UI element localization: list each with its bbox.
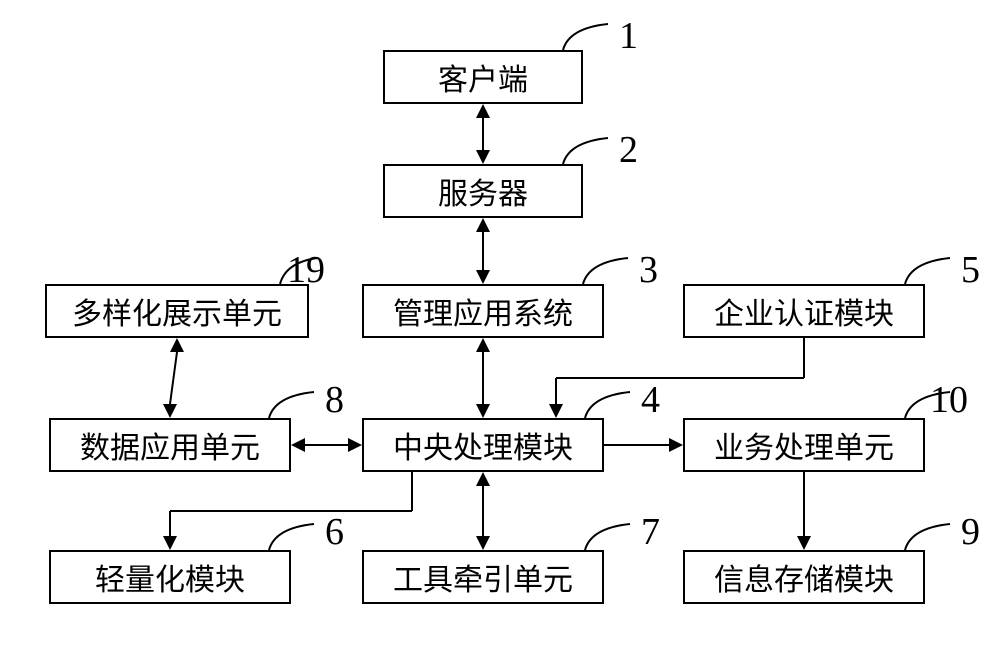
node-n6: 轻量化模块 [49,550,291,604]
node-label-n7: 工具牵引单元 [393,555,573,599]
node-n5: 企业认证模块 [683,284,925,338]
callout-n1: 1 [619,14,638,58]
node-n2: 服务器 [383,164,583,218]
node-n4: 中央处理模块 [362,418,604,472]
node-label-n9: 信息存储模块 [714,555,894,599]
node-label-n1: 客户端 [438,55,528,99]
node-label-n19: 多样化展示单元 [72,289,282,333]
node-n3: 管理应用系统 [362,284,604,338]
node-n10: 业务处理单元 [683,418,925,472]
callout-n9: 9 [961,510,980,554]
node-label-n3: 管理应用系统 [393,289,573,333]
node-n7: 工具牵引单元 [362,550,604,604]
node-n19: 多样化展示单元 [45,284,309,338]
callout-n2: 2 [619,128,638,172]
callout-n7: 7 [641,510,660,554]
node-n1: 客户端 [383,50,583,104]
node-n8: 数据应用单元 [49,418,291,472]
callout-n8: 8 [325,378,344,422]
callout-n3: 3 [639,248,658,292]
node-label-n6: 轻量化模块 [95,555,245,599]
callout-n6: 6 [325,510,344,554]
callout-n4: 4 [641,378,660,422]
node-label-n10: 业务处理单元 [714,423,894,467]
node-label-n8: 数据应用单元 [80,423,260,467]
node-n9: 信息存储模块 [683,550,925,604]
diagram-canvas: 客户端服务器管理应用系统 企业认证模块 多样化展示单元数据应用单元 中央处理模块 业务处… [0,0,1000,647]
node-label-n5: 企业认证模块 [714,289,894,333]
callout-n5: 5 [961,248,980,292]
node-label-n4: 中央处理模块 [393,423,573,467]
node-label-n2: 服务器 [438,169,528,213]
callout-n10: 10 [930,378,968,422]
